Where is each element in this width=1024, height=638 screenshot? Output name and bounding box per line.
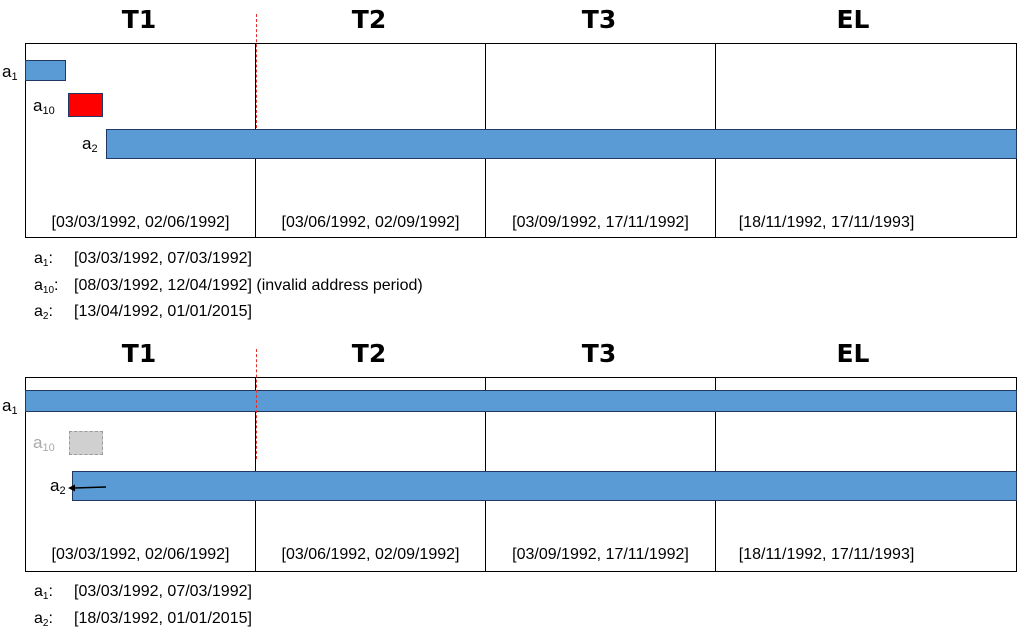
legend-item-a2: a2: [18/03/1992, 01/01/2015] [34,610,252,629]
period-range-t3: [03/09/1992, 17/11/1992] [512,546,689,563]
bar-label-a10: a10 [33,433,55,454]
legend-item-a1: a1: [03/03/1992, 07/03/1992] [34,250,252,269]
bar-label-a2: a2 [82,134,98,155]
bar-label-a1: a1 [2,396,18,417]
period-range-t2: [03/06/1992, 02/09/1992] [281,214,460,231]
address-bar-a10-removed [69,431,103,455]
period-header-t3: T3 [581,5,617,34]
cutoff-dashed-line [256,14,257,128]
period-range-t3: [03/09/1992, 17/11/1992] [512,214,689,231]
bar-label-a2: a2 [50,476,66,497]
arrow-icon [68,484,107,492]
period-range-el: [18/11/1992, 17/11/1993] [738,546,915,563]
address-bar-a2 [106,129,1017,159]
period-header-t2: T2 [351,5,387,34]
bar-label-a10: a10 [33,96,55,117]
address-bar-a10 [68,93,103,117]
period-header-t1: T1 [121,5,157,34]
bar-label-a1: a1 [2,62,18,83]
period-header-t3: T3 [581,339,617,368]
address-bar-a1 [25,390,1017,412]
legend-item-a10: a10: [08/03/1992, 12/04/1992] (invalid ad… [34,277,423,296]
period-header-t1: T1 [121,339,157,368]
cutoff-dashed-line [256,349,257,459]
period-header-t2: T2 [351,339,387,368]
period-range-t1: [03/03/1992, 02/06/1992] [51,214,230,231]
address-bar-a1 [25,60,66,81]
period-range-el: [18/11/1992, 17/11/1993] [738,214,915,231]
address-bar-a2 [72,471,1017,501]
legend-item-a1: a1: [03/03/1992, 07/03/1992] [34,583,252,602]
period-range-t2: [03/06/1992, 02/09/1992] [281,546,460,563]
period-range-t1: [03/03/1992, 02/06/1992] [51,546,230,563]
legend-item-a2: a2: [13/04/1992, 01/01/2015] [34,303,252,322]
period-header-el: EL [836,5,870,34]
period-header-el: EL [836,339,870,368]
